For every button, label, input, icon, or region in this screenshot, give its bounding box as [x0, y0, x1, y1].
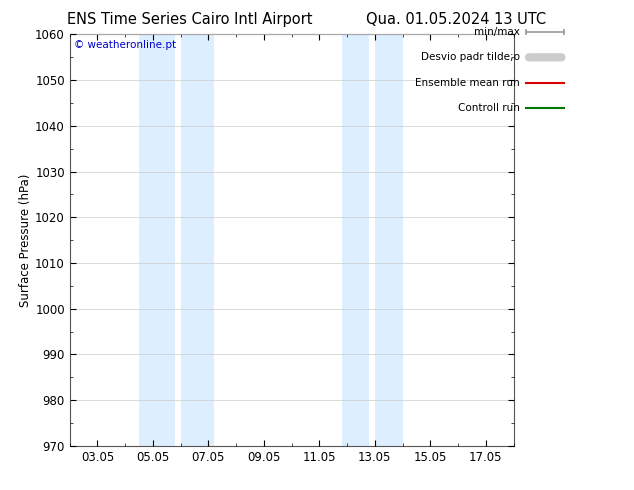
- Bar: [181, 34, 214, 446]
- Text: Ensemble mean run: Ensemble mean run: [415, 78, 520, 88]
- Bar: [375, 34, 403, 446]
- Y-axis label: Surface Pressure (hPa): Surface Pressure (hPa): [20, 173, 32, 307]
- Text: Qua. 01.05.2024 13 UTC: Qua. 01.05.2024 13 UTC: [366, 12, 547, 27]
- Bar: [342, 34, 369, 446]
- Text: ENS Time Series Cairo Intl Airport: ENS Time Series Cairo Intl Airport: [67, 12, 313, 27]
- Bar: [139, 34, 175, 446]
- Text: Desvio padr tilde;o: Desvio padr tilde;o: [421, 52, 520, 62]
- Text: © weatheronline.pt: © weatheronline.pt: [74, 41, 176, 50]
- Text: min/max: min/max: [474, 27, 520, 37]
- Text: Controll run: Controll run: [458, 103, 520, 113]
